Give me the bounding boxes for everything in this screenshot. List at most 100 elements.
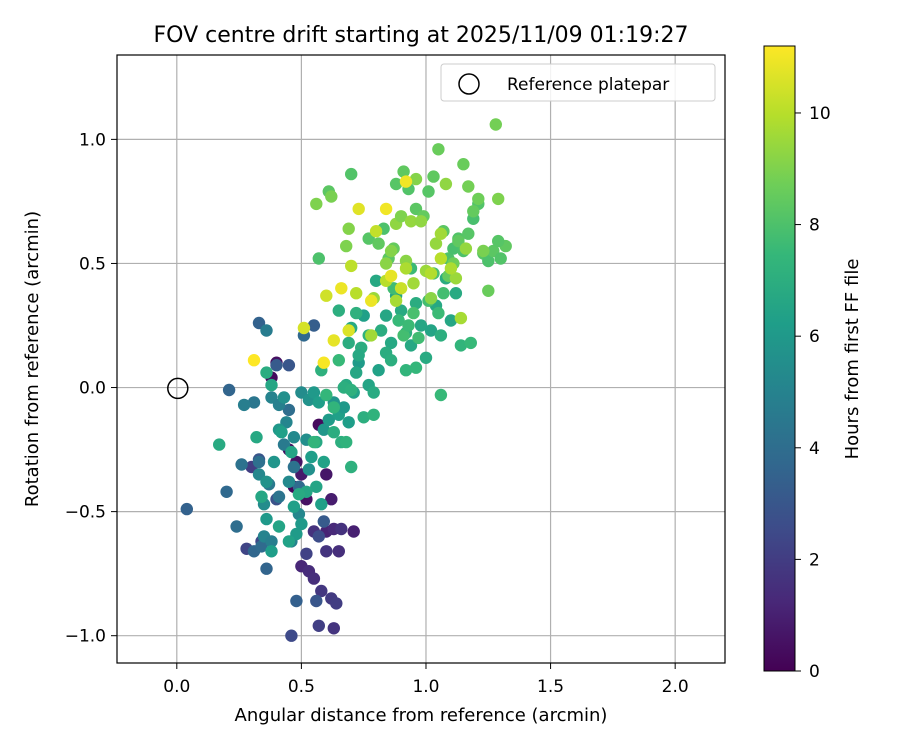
data-point — [372, 364, 385, 377]
data-point — [332, 304, 345, 317]
colorbar-tick-label: 8 — [809, 216, 820, 236]
data-point — [492, 234, 505, 248]
data-point — [432, 306, 445, 320]
data-point — [235, 458, 248, 471]
data-point — [407, 277, 420, 290]
colorbar-tick-label: 2 — [809, 550, 820, 570]
data-point — [282, 475, 296, 488]
data-point — [247, 354, 261, 367]
data-point — [307, 572, 321, 585]
legend-reference-marker-icon — [458, 73, 480, 95]
data-point — [352, 202, 365, 216]
data-point — [409, 172, 423, 186]
data-point — [412, 331, 425, 345]
data-point — [315, 498, 328, 511]
data-point — [330, 597, 343, 610]
data-point — [454, 339, 468, 352]
data-point — [247, 396, 261, 409]
data-point — [434, 329, 448, 342]
data-point — [317, 356, 330, 369]
x-tick-label: 0.0 — [163, 677, 190, 697]
data-point — [312, 619, 325, 632]
data-point — [260, 475, 273, 488]
x-axis-ticks: 0.0 0.5 1.0 1.5 2.0 — [163, 663, 689, 697]
x-tick-label: 1.0 — [412, 677, 439, 697]
data-point — [357, 411, 370, 424]
data-point — [392, 314, 405, 327]
data-point — [369, 274, 383, 287]
data-point — [407, 306, 420, 320]
data-point — [310, 480, 323, 493]
data-point — [477, 244, 490, 258]
data-point — [320, 388, 333, 402]
data-point — [434, 388, 448, 402]
legend-box — [440, 63, 716, 102]
data-point — [399, 364, 413, 377]
data-point — [282, 359, 296, 372]
y-axis-ticks: −1.0 −0.5 0.0 0.5 1.0 — [65, 130, 117, 647]
data-point — [297, 321, 311, 335]
data-point — [327, 426, 340, 439]
data-point — [275, 426, 288, 439]
data-point — [317, 455, 330, 469]
data-point — [342, 336, 355, 350]
data-point — [335, 282, 348, 295]
data-point — [389, 294, 403, 307]
data-point — [452, 234, 465, 248]
data-point — [250, 431, 263, 444]
data-point — [255, 540, 268, 553]
data-point — [409, 361, 423, 374]
data-point — [342, 324, 355, 337]
data-point — [317, 515, 330, 528]
data-point — [404, 215, 418, 228]
data-point — [327, 401, 340, 414]
data-point — [350, 366, 363, 379]
data-point — [282, 535, 296, 548]
data-point — [337, 401, 350, 414]
data-point — [467, 205, 480, 218]
data-point — [255, 490, 268, 503]
data-point — [220, 485, 233, 498]
data-point — [237, 398, 251, 412]
data-point — [414, 319, 428, 332]
legend: Reference platepar — [440, 63, 716, 102]
x-axis-label: Angular distance from reference (arcmin) — [235, 705, 608, 726]
data-point — [320, 545, 333, 558]
data-point — [260, 324, 273, 337]
data-point — [482, 284, 495, 297]
data-point — [320, 468, 333, 481]
data-point — [287, 500, 301, 513]
plot-area-frame — [116, 54, 726, 664]
data-point — [345, 383, 358, 397]
data-point — [367, 408, 380, 421]
data-point — [320, 289, 333, 302]
data-point — [310, 197, 323, 211]
data-point — [394, 282, 408, 295]
data-point — [399, 175, 413, 188]
y-tick-label: 1.0 — [79, 130, 106, 150]
data-point — [444, 314, 458, 327]
data-point — [307, 435, 321, 449]
data-point — [379, 202, 393, 216]
data-point — [439, 177, 453, 191]
data-point — [365, 329, 378, 342]
data-point — [317, 423, 330, 436]
data-point — [482, 254, 495, 268]
data-point — [230, 520, 243, 533]
data-point — [422, 185, 435, 198]
colorbar — [763, 45, 796, 672]
data-point — [282, 403, 296, 417]
data-point — [462, 180, 475, 193]
data-point — [399, 262, 413, 275]
data-point — [462, 227, 475, 240]
data-point — [350, 306, 363, 320]
reference-platepar-marker — [167, 377, 189, 400]
data-point — [295, 517, 308, 531]
data-point — [489, 118, 502, 131]
data-point — [260, 512, 273, 526]
data-point — [327, 334, 340, 347]
data-point — [444, 262, 458, 275]
data-point — [434, 252, 448, 265]
data-point — [394, 304, 408, 317]
data-point — [427, 170, 440, 183]
